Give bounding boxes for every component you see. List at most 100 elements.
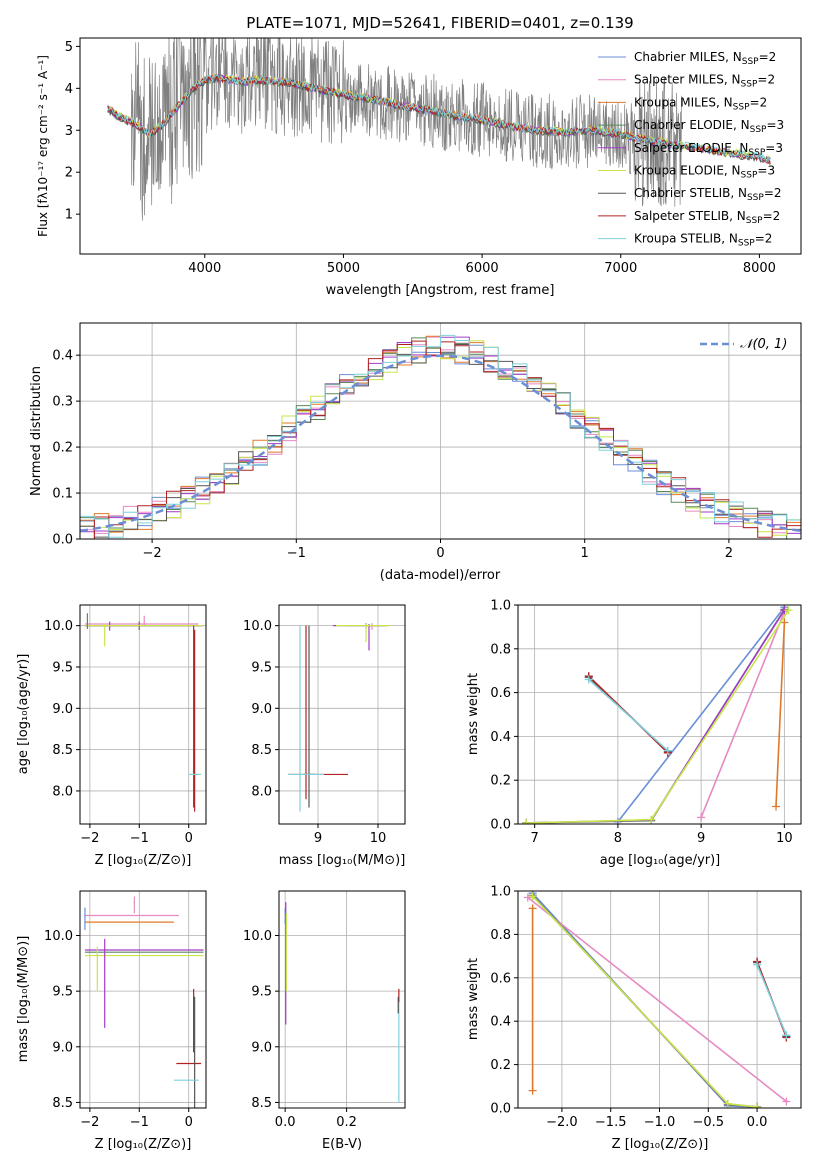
y-tick-label: 10.0 [44,619,73,634]
y-tick-label: 0.0 [52,533,73,548]
spectrum-xlabel: wavelength [Angstrom, rest frame] [326,283,555,298]
y-tick-label: 0.8 [490,928,511,943]
y-tick-label: 9.5 [52,660,73,675]
weight-vs-age-plot-area [518,605,801,824]
y-tick-label: 9.5 [251,985,272,1000]
x-tick-label: −2.0 [546,1115,578,1130]
y-tick-label: 0.2 [52,441,73,456]
y-tick-label: 1 [65,208,73,223]
age-vs-Z-frame [79,604,207,825]
legend-label: Salpeter MILES, NSSP=2 [634,73,775,90]
residual-xlabel: (data-model)/error [380,568,501,583]
y-tick-label: 9.0 [52,1040,73,1055]
legend-label: Chabrier ELODIE, NSSP=3 [634,118,784,135]
x-tick-label: −1.0 [644,1115,676,1130]
residual-ticks: −2 −1 0 1 2 0.0 0.1 0.2 0.3 0.4 [52,349,733,561]
y-tick-label: 8.0 [52,784,73,799]
weight-age-point [772,802,781,811]
residual-histogram-7 [80,340,801,539]
legend-label: Kroupa ELODIE, NSSP=3 [634,164,775,181]
spectrum-plot-area [107,38,771,221]
gaussian-reference [80,354,801,533]
age-vs-Z-ticks: −2 −1 0 8.0 8.5 9.0 9.5 10.0 [44,619,193,846]
x-tick-label: 9 [314,831,322,846]
weight-Z-point [723,1099,732,1108]
y-tick-label: 2 [65,166,73,181]
weight-age-series-5 [526,609,790,824]
age-vs-Z-panel: −2 −1 0 8.0 8.5 9.0 9.5 10.0 Z [log₁₀(Z/Z⊙)] ag… [16,604,207,868]
weight-age-series-3 [526,608,786,824]
y-tick-label: 8.5 [251,743,272,758]
residual-frame [79,322,802,540]
mass-vs-EBV-xlabel: E(B-V) [322,1137,362,1152]
weight-vs-Z-panel: −2.0 −1.5 −1.0 −0.5 0.0 0.0 0.2 0.4 0.6 0.8 1.0 Z … [466,885,802,1152]
mass-vs-EBV-frame [278,890,406,1109]
legend-label: Chabrier MILES, NSSP=2 [634,50,776,67]
age-vs-mass-plot-area [279,605,405,824]
age-vs-Z-plot-area [80,605,206,824]
x-tick-label: 0.0 [747,1115,768,1130]
x-tick-label: 0.0 [275,1115,296,1130]
legend-label: Kroupa STELIB, NSSP=2 [634,232,772,249]
weight-vs-Z-frame [517,890,802,1109]
y-tick-label: 10.0 [44,929,73,944]
mass-vs-EBV-ticks: 0.0 0.2 8.5 9.0 9.5 10.0 [243,929,357,1130]
y-tick-label: 0.0 [490,1102,511,1117]
mass-vs-EBV-plot-area [279,891,405,1108]
weight-age-point [522,819,531,824]
y-tick-label: 0.4 [490,1015,511,1030]
age-vs-mass-ticks: 9 10 8.0 8.5 9.0 9.5 10.0 [243,619,386,846]
weight-vs-age-ticks: 7 8 9 10 0.0 0.2 0.4 0.6 0.8 1.0 [490,599,792,847]
x-tick-label: 1 [581,546,589,561]
y-tick-label: 1.0 [490,599,511,614]
x-tick-label: 10 [370,831,387,846]
x-tick-label: 7 [531,831,539,846]
weight-vs-Z-plot-area [518,891,801,1108]
x-tick-label: 0.2 [336,1115,357,1130]
weight-age-point [784,606,793,615]
model-spectrum-8 [107,72,771,163]
y-tick-label: 9.5 [251,660,272,675]
weight-vs-age-panel: 7 8 9 10 0.0 0.2 0.4 0.6 0.8 1.0 age [log₁₀(age/y… [466,599,802,868]
y-tick-label: 0.0 [490,818,511,833]
weight-age-point [663,746,672,755]
x-tick-label: 8000 [743,261,776,276]
x-tick-label: −0.5 [693,1115,725,1130]
x-tick-label: 8 [614,831,622,846]
y-tick-label: 9.0 [251,702,272,717]
weight-Z-series-0 [532,892,758,1108]
spectrum-legend: Chabrier MILES, NSSP=2 Salpeter MILES, NS… [598,50,784,249]
y-tick-label: 8.5 [52,1096,73,1111]
residual-ylabel: Normed distribution [29,366,44,496]
weight-Z-point [753,1103,762,1108]
y-tick-label: 4 [65,82,73,97]
x-tick-label: 2 [725,546,733,561]
weight-vs-Z-ylabel: mass weight [466,958,481,1040]
x-tick-label: −2 [143,546,162,561]
y-tick-label: 9.0 [251,1040,272,1055]
age-vs-mass-xlabel: mass [log₁₀(M/M⊙)] [279,853,406,868]
y-tick-label: 8.0 [251,784,272,799]
residual-histogram-8 [80,334,801,538]
x-tick-label: 10 [776,831,793,846]
y-tick-label: 8.5 [251,1096,272,1111]
weight-age-series-0 [617,606,786,823]
gaussian-legend-label: 𝒩(0, 1) [740,337,787,352]
legend-label: Chabrier STELIB, NSSP=2 [634,186,782,203]
age-vs-Z-ylabel: age [log₁₀(age/yr)] [16,654,31,775]
mass-vs-Z-xlabel: Z [log₁₀(Z/Z⊙)] [95,1137,192,1152]
x-tick-label: 7000 [604,261,637,276]
age-vs-mass-panel: 9 10 8.0 8.5 9.0 9.5 10.0 mass [log₁₀(M/M⊙)] [243,604,406,868]
x-tick-label: 0 [436,546,444,561]
x-tick-label: −2 [80,831,99,846]
mass-vs-Z-plot-area [80,891,206,1108]
weight-Z-point [753,960,762,969]
x-tick-label: −1 [130,831,149,846]
weight-age-series-1 [700,611,786,818]
weight-vs-Z-ticks: −2.0 −1.5 −1.0 −0.5 0.0 0.0 0.2 0.4 0.6 0.8 1.0 [490,885,767,1131]
weight-vs-Z-xlabel: Z [log₁₀(Z/Z⊙)] [612,1137,709,1152]
y-tick-label: 5 [65,40,73,55]
weight-vs-age-xlabel: age [log₁₀(age/yr)] [600,853,721,868]
weight-Z-point [528,904,537,913]
y-tick-label: 0.6 [490,971,511,986]
